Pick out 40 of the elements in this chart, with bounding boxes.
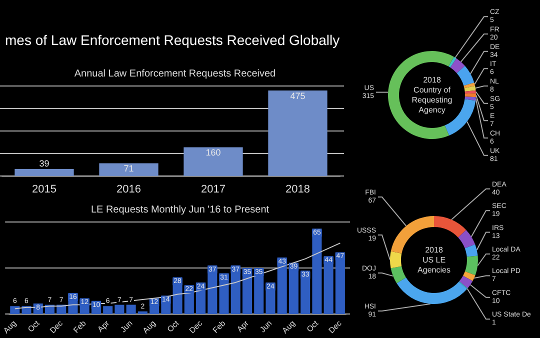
data-label: 39 bbox=[39, 158, 50, 168]
x-tick-label: 2016 bbox=[116, 184, 141, 196]
bar bbox=[103, 306, 113, 314]
x-tick-label: Aug bbox=[280, 318, 297, 336]
x-tick-label: Dec bbox=[326, 318, 344, 336]
bar bbox=[312, 228, 322, 314]
x-tick-label: 2015 bbox=[32, 184, 56, 196]
bar bbox=[324, 256, 334, 314]
bar bbox=[99, 163, 158, 176]
x-tick-label: Feb bbox=[211, 318, 228, 335]
x-tick-label: Oct bbox=[26, 318, 42, 334]
x-tick-label: Apr bbox=[235, 318, 251, 334]
x-tick-label: 2018 bbox=[286, 184, 310, 196]
bar bbox=[14, 168, 74, 176]
bar bbox=[10, 306, 20, 314]
data-label: 475 bbox=[290, 91, 306, 101]
bar bbox=[268, 90, 328, 176]
bar bbox=[126, 304, 136, 314]
x-tick-label: Jun bbox=[258, 318, 274, 334]
x-tick-label: Apr bbox=[96, 318, 112, 334]
chart-title: mes of Law Enforcement Requests Received Globally bbox=[5, 32, 340, 48]
x-tick-label: Dec bbox=[48, 318, 65, 336]
bar bbox=[277, 257, 287, 314]
data-label: 160 bbox=[206, 148, 221, 158]
x-tick-label: Oct bbox=[304, 318, 321, 334]
text: 2018 Country of Requesting Agency bbox=[412, 76, 452, 114]
bar bbox=[184, 147, 243, 176]
text: 2018 US LE Agencies bbox=[418, 246, 450, 274]
x-tick-label: 2017 bbox=[201, 184, 226, 196]
x-tick-label: Oct bbox=[166, 318, 182, 334]
x-tick-label: Dec bbox=[188, 318, 204, 336]
x-tick-label: Feb bbox=[72, 318, 88, 335]
x-tick-label: Jun bbox=[118, 318, 134, 334]
bar bbox=[114, 304, 124, 314]
data-label: 71 bbox=[124, 164, 134, 174]
x-tick-label: Aug bbox=[2, 318, 18, 336]
x-tick-label: Aug bbox=[141, 318, 158, 336]
bar bbox=[138, 311, 148, 314]
chart-subtitle: Annual Law Enforcement Requests Received bbox=[74, 68, 276, 80]
chart-title: LE Requests Monthly Jun '16 to Present bbox=[90, 204, 270, 216]
